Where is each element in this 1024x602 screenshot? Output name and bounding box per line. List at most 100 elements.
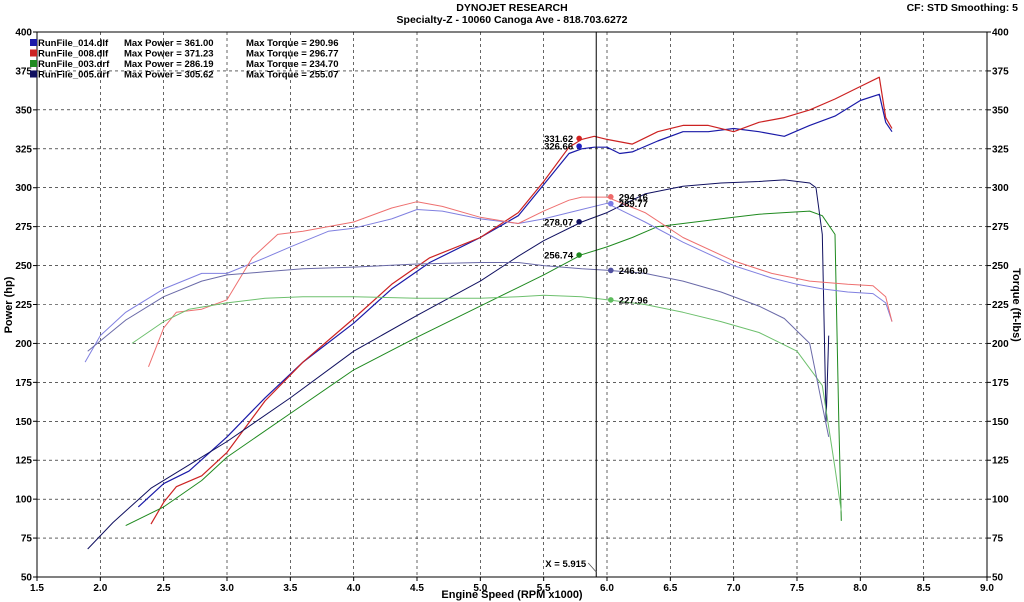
y2-tick-label: 100 [992,495,1009,506]
grid [37,32,987,577]
y-tick-label: 400 [15,28,32,39]
cf-smoothing-info: CF: STD Smoothing: 5 [906,2,1018,14]
y2-tick-label: 400 [992,28,1009,39]
y-tick-label: 325 [15,144,32,155]
x-tick-label: 4.5 [410,583,424,594]
x-tick-label: 2.5 [157,583,171,594]
legend-file: RunFile_005.drf [38,70,110,81]
series-lines [84,76,893,550]
x-tick-label: 5.0 [473,583,487,594]
y-tick-label: 125 [15,456,32,467]
x-tick-label: 4.0 [347,583,361,594]
y2-tick-label: 375 [992,66,1009,77]
y-tick-label: 175 [15,378,32,389]
cursor-label-leader [587,562,597,573]
y-tick-label: 100 [15,495,32,506]
y-tick-label: 200 [15,339,32,350]
x-tick-label: 6.5 [663,583,677,594]
y2-tick-label: 200 [992,339,1009,350]
y2-tick-label: 250 [992,261,1009,272]
cursor: X = 5.915 [545,32,597,577]
legend-max-power: Max Power = 286.19 [124,59,214,70]
series-line-3 [125,210,842,527]
y-tick-label: 250 [15,261,32,272]
y2-tick-label: 50 [992,573,1004,584]
series-line-1 [137,93,893,508]
series-line-5 [84,202,893,363]
x-tick-label: 8.0 [853,583,867,594]
marker-dot [608,297,614,303]
legend-swatch [30,70,37,78]
legend-swatch [30,39,37,46]
y2-tick-label: 75 [992,534,1004,545]
marker-dot [608,194,614,200]
series-line-8 [87,262,830,438]
y-tick-label: 150 [15,417,32,428]
x-tick-label: 6.0 [600,583,614,594]
series-line-2 [150,76,893,525]
legend-max-torque: Max Torque = 234.70 [246,59,339,70]
legend-file: RunFile_003.drf [38,59,110,70]
y2-tick-label: 125 [992,456,1009,467]
marker-label: 246.90 [619,266,648,277]
y2-tick-label: 325 [992,144,1009,155]
legend-max-power: Max Power = 361.00 [124,38,214,49]
x-tick-label: 3.0 [220,583,234,594]
x-tick-label: 8.5 [917,583,931,594]
marker-label: 227.96 [619,295,648,306]
x-tick-label: 3.5 [283,583,297,594]
y-tick-label: 75 [21,534,33,545]
y-tick-label: 50 [21,573,33,584]
y2-tick-label: 150 [992,417,1009,428]
y-tick-label: 300 [15,183,32,194]
marker-dot [576,252,582,258]
marker-dot [608,200,614,207]
y-tick-label: 375 [15,66,32,77]
marker-label: 294.16 [619,192,648,203]
marker-dot [576,135,582,142]
legend: RunFile_014.dlf Max Power = 361.00 Max Tor… [30,38,339,81]
legend-max-torque: Max Torque = 290.96 [246,38,339,49]
x-tick-label: 7.0 [727,583,741,594]
legend-max-torque: Max Torque = 296.77 [246,49,339,60]
series-line-4 [87,179,830,550]
series-line-7 [131,294,842,512]
marker-label: 326.66 [544,142,573,153]
chart-title: DYNOJET RESEARCH [456,2,568,14]
cursor-label: X = 5.915 [545,559,587,570]
x-axis-label: Engine Speed (RPM x1000) [441,589,583,601]
marker-label: 278.07 [544,217,573,228]
axis-ticks: 1.5 2.0 2.5 3.0 3.5 4.0 4.5 5.0 5.5 6.0 6.5 7.0 7.5 8… [15,28,1009,595]
marker-label: 256.74 [544,251,574,262]
chart-subtitle: Specialty-Z - 10060 Canoga Ave - 818.703… [396,14,628,26]
marker-dot [576,143,582,150]
y2-tick-label: 275 [992,222,1009,233]
legend-max-power: Max Power = 305.62 [124,70,214,81]
y-tick-label: 350 [15,105,32,116]
legend-file: RunFile_014.dlf [38,38,109,49]
y2-tick-label: 225 [992,300,1009,311]
legend-max-torque: Max Torque = 255.07 [246,70,339,81]
y-tick-label: 225 [15,300,32,311]
marker-label: 289.77 [619,199,648,210]
legend-max-power: Max Power = 371.23 [124,49,214,60]
y2-axis-label: Torque (ft-lbs) [1010,268,1022,342]
marker-dot [576,219,582,225]
series-line-6 [148,196,893,367]
x-tick-label: 7.5 [790,583,804,594]
x-tick-label: 1.5 [30,583,44,594]
marker-dot [608,267,614,274]
y2-tick-label: 300 [992,183,1009,194]
y2-tick-label: 175 [992,378,1009,389]
marker-label: 331.62 [544,134,573,145]
legend-swatch [30,49,37,57]
legend-swatch [30,60,37,67]
x-tick-label: 9.0 [980,583,994,594]
y-axis-label: Power (hp) [3,276,15,333]
x-tick-label: 5.5 [537,583,551,594]
legend-file: RunFile_008.dlf [38,49,109,60]
y-tick-label: 275 [15,222,32,233]
x-tick-label: 2.0 [93,583,107,594]
